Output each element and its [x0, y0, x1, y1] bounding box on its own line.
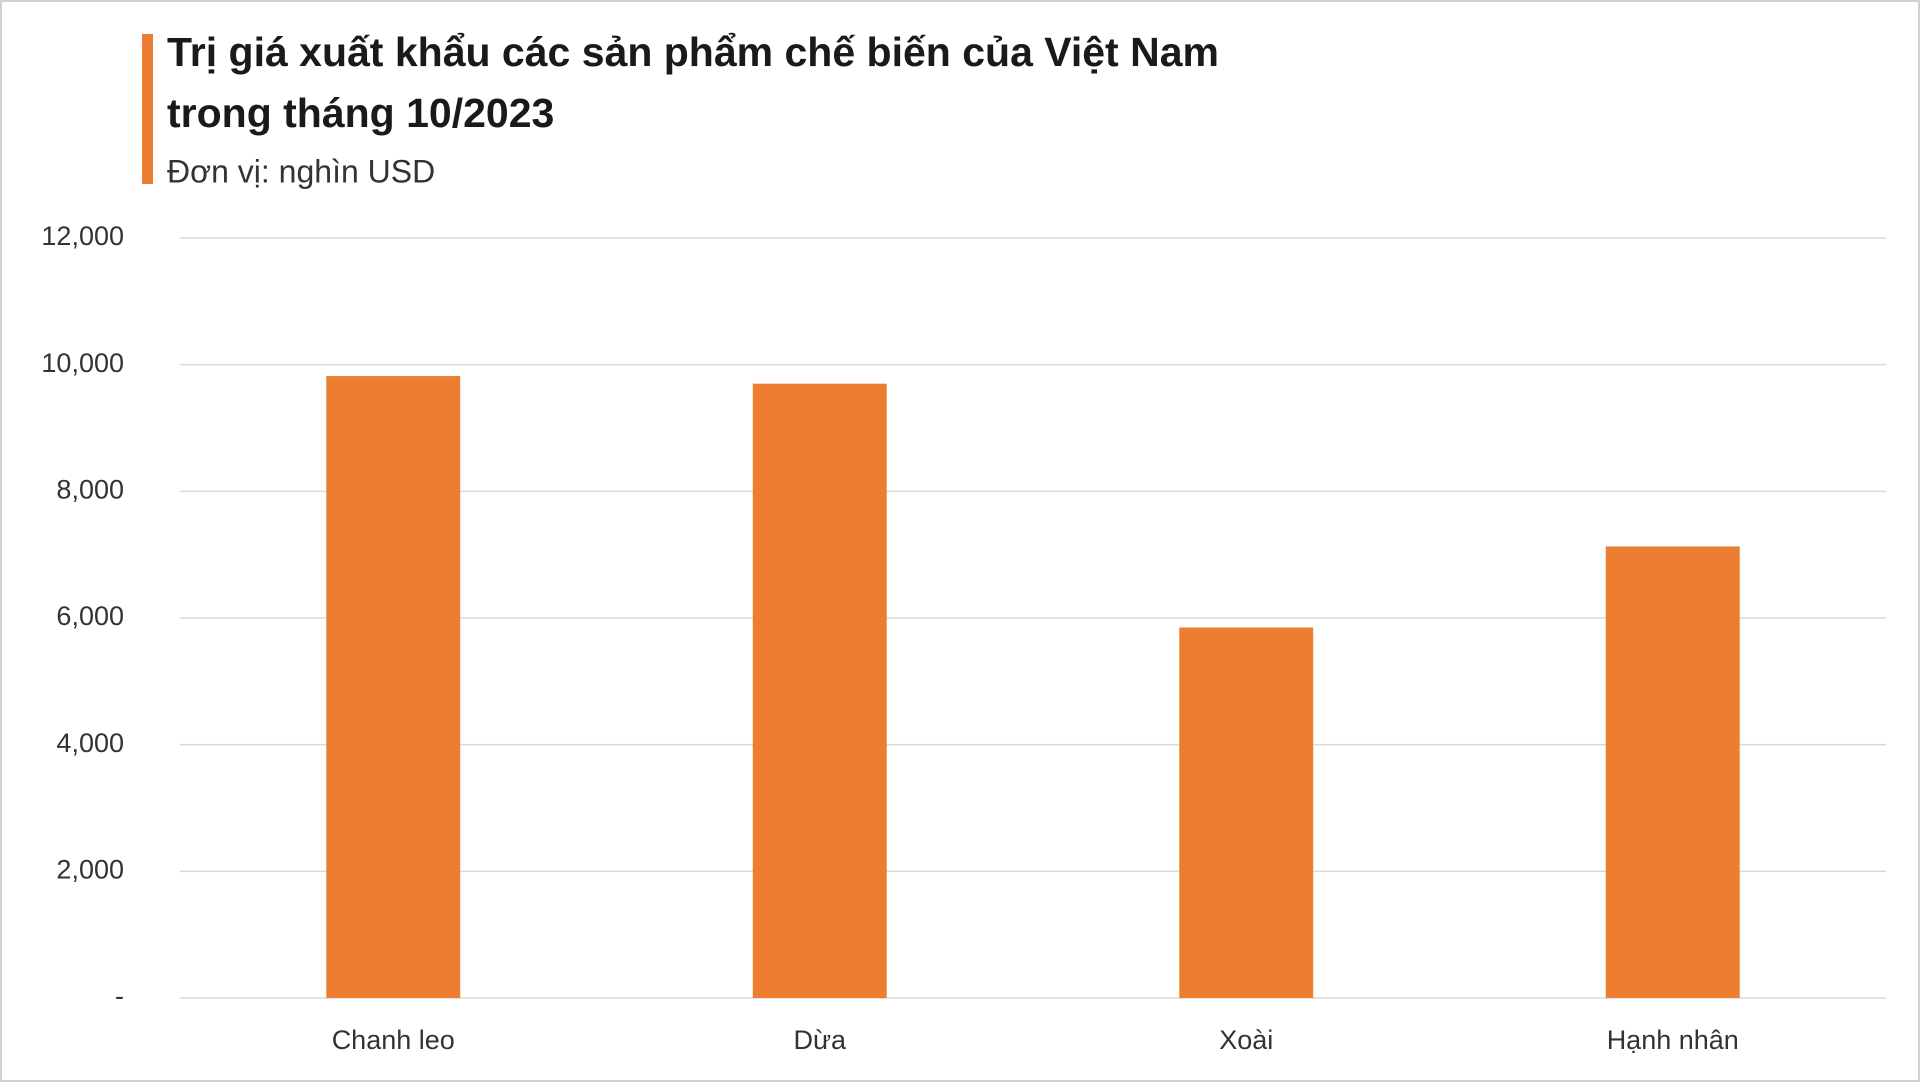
y-tick-label: -: [115, 981, 124, 1011]
chart-title-line2: trong tháng 10/2023: [167, 90, 554, 136]
y-tick-label: 4,000: [56, 728, 124, 758]
chart-subtitle: Đơn vị: nghìn USD: [167, 153, 435, 189]
x-tick-label: Chanh leo: [332, 1025, 455, 1055]
x-tick-label: Dừa: [793, 1025, 847, 1055]
x-tick-label: Hạnh nhân: [1607, 1025, 1739, 1055]
x-tick-label: Xoài: [1219, 1025, 1273, 1055]
y-tick-label: 2,000: [56, 854, 124, 884]
y-tick-label: 10,000: [41, 348, 124, 378]
y-tick-label: 6,000: [56, 601, 124, 631]
title-accent: [142, 34, 153, 184]
bar: [1179, 627, 1314, 998]
bar: [326, 376, 461, 999]
y-tick-label: 8,000: [56, 474, 124, 504]
bar: [1605, 546, 1740, 998]
y-tick-label: 12,000: [41, 221, 124, 251]
bar: [752, 383, 887, 999]
chart-title: Trị giá xuất khẩu các sản phẩm chế biến …: [167, 29, 1219, 75]
